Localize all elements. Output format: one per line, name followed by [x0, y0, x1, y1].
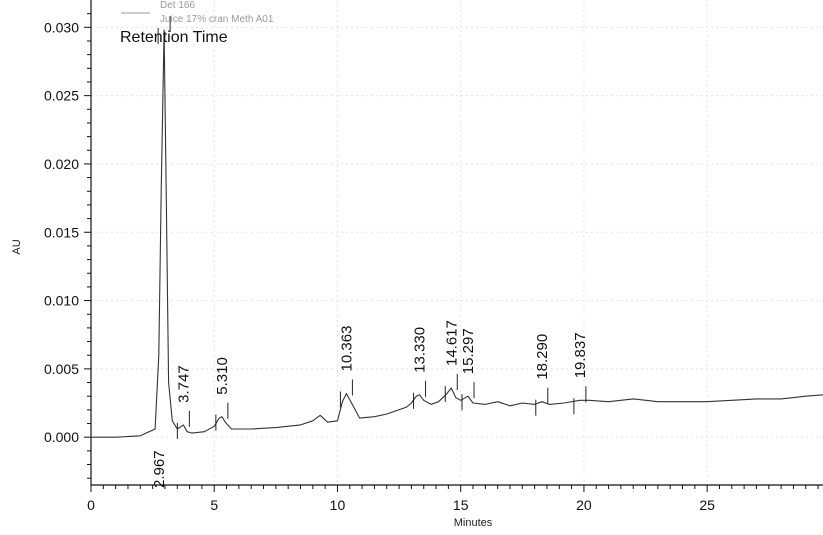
x-tick-label: 5 [210, 497, 218, 513]
x-tick-label: 20 [576, 497, 592, 513]
y-tick-label: 0.000 [44, 429, 79, 445]
peak-label: 3.747 [175, 365, 192, 403]
y-tick-label: 0.030 [44, 19, 79, 35]
peak-label: 18.290 [534, 334, 551, 380]
y-tick-label: 0.010 [44, 293, 79, 309]
peak-labels: 2.967 3.747 5.310 10.363 13.330 14.617 15.297 1… [151, 16, 589, 488]
peak-label: 15.297 [460, 328, 477, 374]
x-tick-label: 15 [453, 497, 469, 513]
y-tick-label: 0.020 [44, 156, 79, 172]
peak-label: 19.837 [572, 332, 589, 378]
y-axis-title: AU [11, 239, 23, 254]
x-tick-label: 10 [330, 497, 346, 513]
retention-time-annotation: Retention Time [120, 29, 228, 46]
peak-label: 14.617 [443, 320, 460, 366]
peak-label: 5.310 [214, 357, 231, 395]
peak-label: 13.330 [412, 327, 429, 373]
peak-label: 10.363 [338, 326, 355, 372]
x-axis-title: Minutes [454, 517, 493, 529]
grid [90, 0, 823, 485]
peak-label: 2.967 [151, 450, 168, 488]
legend-detector: Det 166 [160, 0, 195, 11]
y-tick-label: 0.025 [44, 88, 79, 104]
series-line [91, 29, 823, 438]
y-tick-label: 0.005 [44, 361, 79, 377]
axes [90, 0, 823, 486]
x-tick-label: 0 [87, 497, 95, 513]
legend: Det 166 Juice 17% cran Meth A01 [121, 0, 274, 25]
legend-sample: Juice 17% cran Meth A01 [160, 14, 274, 25]
ticks: 0 5 10 15 20 25 0.000 0.005 0.010 0.015 0.020 0.025… [44, 13, 819, 513]
x-tick-label: 25 [699, 497, 715, 513]
series [91, 29, 823, 438]
y-tick-label: 0.015 [44, 224, 79, 240]
